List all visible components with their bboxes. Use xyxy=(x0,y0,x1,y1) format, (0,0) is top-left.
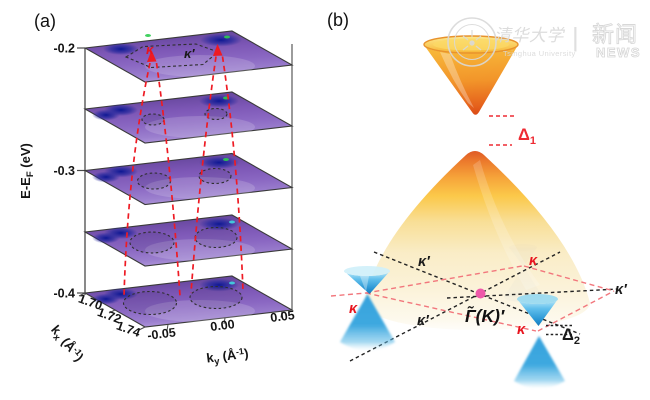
intensity-hotspot xyxy=(104,104,138,116)
hotspot-speck xyxy=(224,35,230,39)
energy-tick--0.2: -0.2 xyxy=(53,42,75,56)
intensity-hotspot xyxy=(199,217,239,231)
energy-tick--0.4: -0.4 xyxy=(53,287,75,301)
kappa-label-a: κ xyxy=(146,42,154,57)
cone-apex-arrow xyxy=(213,44,223,56)
kx-axis-ticks xyxy=(78,292,146,331)
main-valence-cone xyxy=(364,151,590,330)
fermi-pocket-contour xyxy=(129,231,175,254)
delta1-label: Δ1 xyxy=(518,126,536,147)
watermark-divider: | xyxy=(572,22,579,52)
intensity-hotspot xyxy=(103,43,139,55)
kappa-prime-top-left: κ′ xyxy=(418,254,430,270)
cone-highlight xyxy=(440,52,474,108)
intensity-hotspot xyxy=(104,227,138,239)
watermark-news-zh: 新闻 xyxy=(592,22,638,47)
panel-a-label: (a) xyxy=(34,11,56,31)
energy-axis-title: E-EF (eV) xyxy=(18,143,36,199)
intensity-hotspot xyxy=(199,156,239,169)
fermi-pocket-contour xyxy=(141,113,165,126)
hotspot-speck xyxy=(229,220,235,224)
watermark-university-zh: 清华大学 xyxy=(494,26,565,45)
fermi-pocket-contour xyxy=(136,172,172,190)
tsinghua-emblem-icon xyxy=(447,17,497,67)
dirac-cone-traces xyxy=(123,56,244,297)
watermark-news-en: NEWS xyxy=(596,45,641,60)
fermi-pocket-contour xyxy=(122,290,178,316)
intensity-hotspot xyxy=(199,94,239,108)
panel-b: (b) Δ1 xyxy=(327,10,627,389)
gamma-point-dot xyxy=(475,288,486,299)
kappa-left: κ xyxy=(349,301,358,317)
ky-axis-ticks xyxy=(166,311,283,331)
fermi-pocket-contour xyxy=(198,167,232,185)
kappa-top: κ xyxy=(529,253,538,269)
left-kappa-dirac-cone xyxy=(340,266,395,351)
gamma-k-prime-label: Γ̃(K)′ xyxy=(465,304,505,326)
energy-slice-0.30eV xyxy=(83,152,294,206)
emblem-detail xyxy=(462,30,482,51)
fermi-pocket-contour xyxy=(194,226,238,249)
energy-axis-ticks xyxy=(77,47,85,294)
intensity-hotspot xyxy=(104,288,138,300)
kx-axis-title: kx (Å-1) xyxy=(46,322,87,366)
hotspot-speck xyxy=(229,281,235,285)
panel-a: (a) -0.2 -0.3 -0.4 E-EF (eV) xyxy=(18,11,296,369)
ky-tick-0.05: 0.05 xyxy=(270,308,296,325)
fermi-pocket-contour xyxy=(189,285,243,310)
bz-rhombus-dashes xyxy=(330,265,615,332)
cone-highlight xyxy=(473,160,540,290)
hotspot-speck xyxy=(145,34,151,37)
kappa-prime-right: κ′ xyxy=(615,282,627,298)
energy-slice-0.35eV xyxy=(83,214,294,267)
energy-slice-0.20eV xyxy=(83,30,294,83)
kappa-prime-label-a: κ′ xyxy=(184,46,195,61)
intensity-hotspot xyxy=(104,165,138,178)
intensity-hotspot xyxy=(200,33,242,47)
cone-highlight xyxy=(360,276,369,292)
delta2-label: Δ2 xyxy=(562,326,580,347)
hotspot-speck xyxy=(223,158,229,161)
panel-b-label: (b) xyxy=(327,10,349,30)
energy-slice-0.40eV xyxy=(83,275,294,328)
ky-axis-title: ky (Å-1) xyxy=(206,346,250,369)
watermark-university-en: Tsinghua University xyxy=(503,49,576,58)
watermark: 清华大学 Tsinghua University | 新闻 NEWS xyxy=(447,17,641,67)
cone-apex-arrow xyxy=(147,50,157,62)
upper-conduction-cone xyxy=(423,35,519,115)
right-kappa-dirac-cones xyxy=(514,294,565,389)
fermi-pocket-contour xyxy=(204,107,228,121)
kappa-bottom: κ xyxy=(517,322,526,338)
energy-slice-0.25eV xyxy=(83,91,294,144)
ky-tick--0.05: -0.05 xyxy=(147,325,177,342)
energy-tick--0.3: -0.3 xyxy=(53,164,75,178)
delta1-gap-lines xyxy=(489,115,517,146)
kappa-prime-middle: κ′ xyxy=(417,313,429,329)
intensity-hotspot xyxy=(199,278,239,292)
ky-tick-0.00: 0.00 xyxy=(210,317,236,334)
